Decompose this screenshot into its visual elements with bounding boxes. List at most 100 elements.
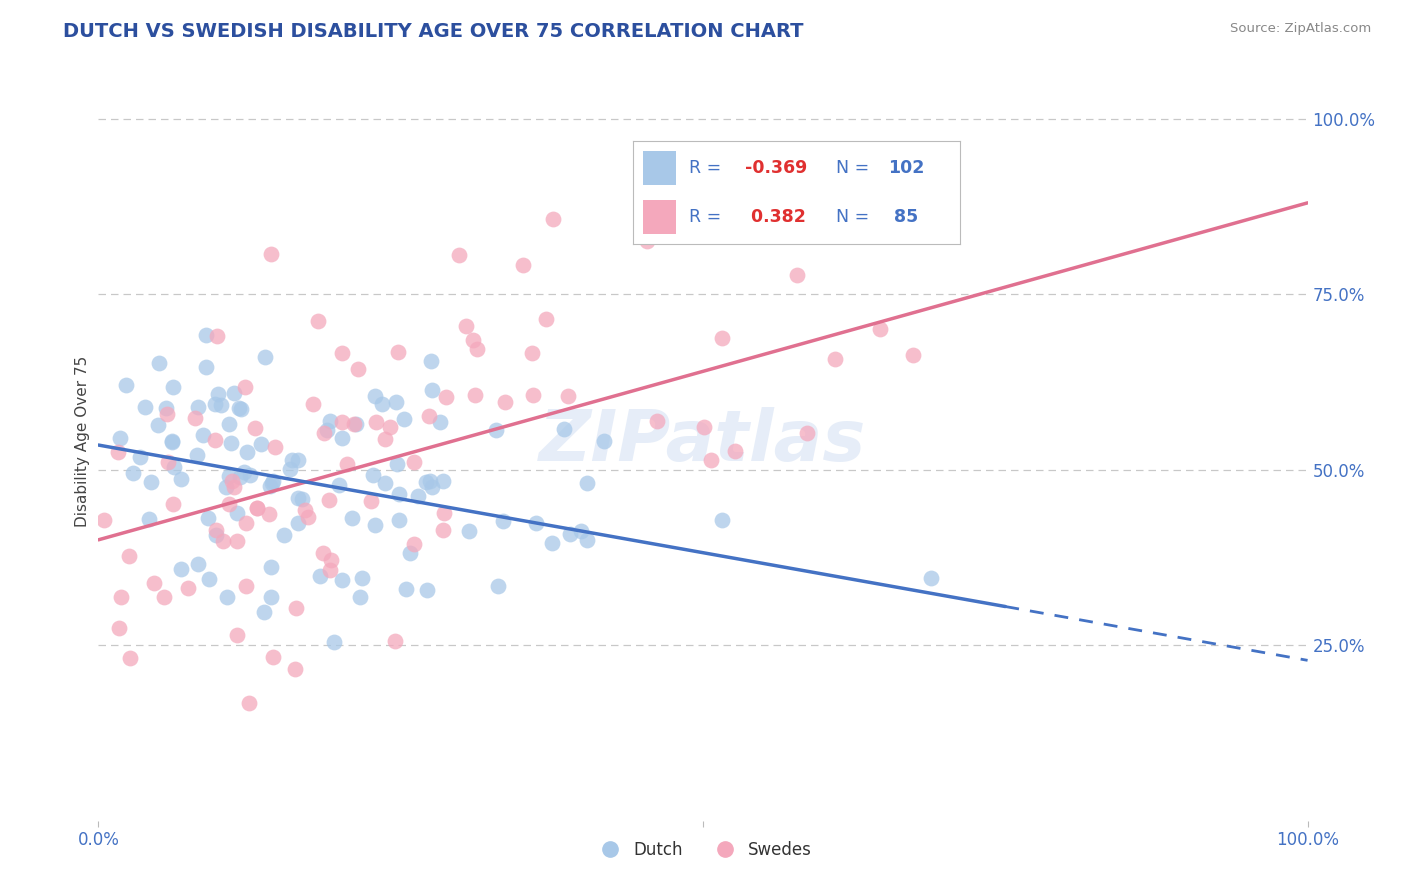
Point <box>226 506 249 520</box>
Point <box>645 413 668 427</box>
Point <box>347 362 370 376</box>
Point <box>316 424 339 438</box>
Point <box>287 491 309 506</box>
Point <box>534 312 557 326</box>
Text: DUTCH VS SWEDISH DISABILITY AGE OVER 75 CORRELATION CHART: DUTCH VS SWEDISH DISABILITY AGE OVER 75 … <box>63 22 804 41</box>
Point <box>309 569 332 583</box>
Point <box>260 247 283 261</box>
Point <box>323 635 346 649</box>
Point <box>235 579 257 593</box>
Point <box>415 475 437 489</box>
Point <box>284 663 307 677</box>
Point <box>388 513 411 527</box>
Point <box>253 605 276 619</box>
Point <box>141 475 163 489</box>
Point <box>170 562 193 576</box>
Text: 0.382: 0.382 <box>745 208 806 226</box>
Point <box>920 571 942 585</box>
Point <box>494 394 516 409</box>
Point <box>204 397 226 411</box>
Point <box>187 400 209 414</box>
Point <box>287 516 309 530</box>
Point <box>824 352 846 367</box>
Point <box>387 458 409 472</box>
Bar <box>643 200 676 234</box>
Point <box>239 468 262 483</box>
Point <box>700 453 723 467</box>
Point <box>319 553 342 567</box>
Point <box>364 415 387 429</box>
Point <box>186 448 208 462</box>
Point <box>155 401 177 415</box>
Point <box>576 476 599 491</box>
Point <box>332 431 354 445</box>
Point <box>122 466 145 480</box>
Point <box>524 516 547 531</box>
Point <box>406 489 429 503</box>
Point <box>364 518 387 533</box>
Point <box>162 380 184 394</box>
Point <box>392 412 415 426</box>
Point <box>307 314 329 328</box>
Point <box>522 388 544 402</box>
Point <box>262 649 284 664</box>
Point <box>218 497 240 511</box>
Point <box>287 452 309 467</box>
Point <box>156 407 179 421</box>
Point <box>231 401 253 416</box>
Text: R =: R = <box>689 159 727 177</box>
Point <box>420 353 443 368</box>
Point <box>384 634 406 648</box>
Point <box>458 524 481 538</box>
Point <box>419 475 441 489</box>
Point <box>138 511 160 525</box>
Point <box>447 247 470 261</box>
Point <box>273 528 295 542</box>
Point <box>575 533 598 548</box>
Point <box>205 523 228 537</box>
Point <box>312 546 335 560</box>
Point <box>492 514 515 528</box>
Point <box>350 570 373 584</box>
Point <box>796 425 818 440</box>
Point <box>194 359 217 374</box>
Point <box>262 474 284 488</box>
Point <box>148 417 170 432</box>
Point <box>553 422 575 436</box>
Point <box>108 621 131 635</box>
Point <box>243 421 266 435</box>
Point <box>107 445 129 459</box>
Text: -0.369: -0.369 <box>745 159 807 177</box>
Point <box>512 258 534 272</box>
Point <box>260 559 283 574</box>
Point <box>636 234 658 248</box>
Point <box>371 397 394 411</box>
Text: 102: 102 <box>889 159 925 177</box>
Point <box>558 527 581 541</box>
Point <box>278 461 301 475</box>
Point <box>464 388 486 402</box>
Point <box>485 423 508 437</box>
Point <box>205 528 228 542</box>
Point <box>229 470 252 484</box>
Point <box>195 327 218 342</box>
Point <box>361 468 384 483</box>
Point <box>432 523 454 537</box>
Point <box>710 331 733 345</box>
Point <box>197 511 219 525</box>
Point <box>374 432 396 446</box>
Point <box>349 590 371 604</box>
Point <box>153 591 176 605</box>
Point <box>157 455 180 469</box>
Point <box>291 492 314 507</box>
Point <box>294 502 316 516</box>
Point <box>786 268 808 282</box>
Text: Source: ZipAtlas.com: Source: ZipAtlas.com <box>1230 22 1371 36</box>
Point <box>342 510 364 524</box>
Point <box>176 581 198 595</box>
Point <box>249 437 271 451</box>
Point <box>429 415 451 429</box>
Point <box>205 328 228 343</box>
Point <box>297 509 319 524</box>
Point <box>215 480 238 494</box>
